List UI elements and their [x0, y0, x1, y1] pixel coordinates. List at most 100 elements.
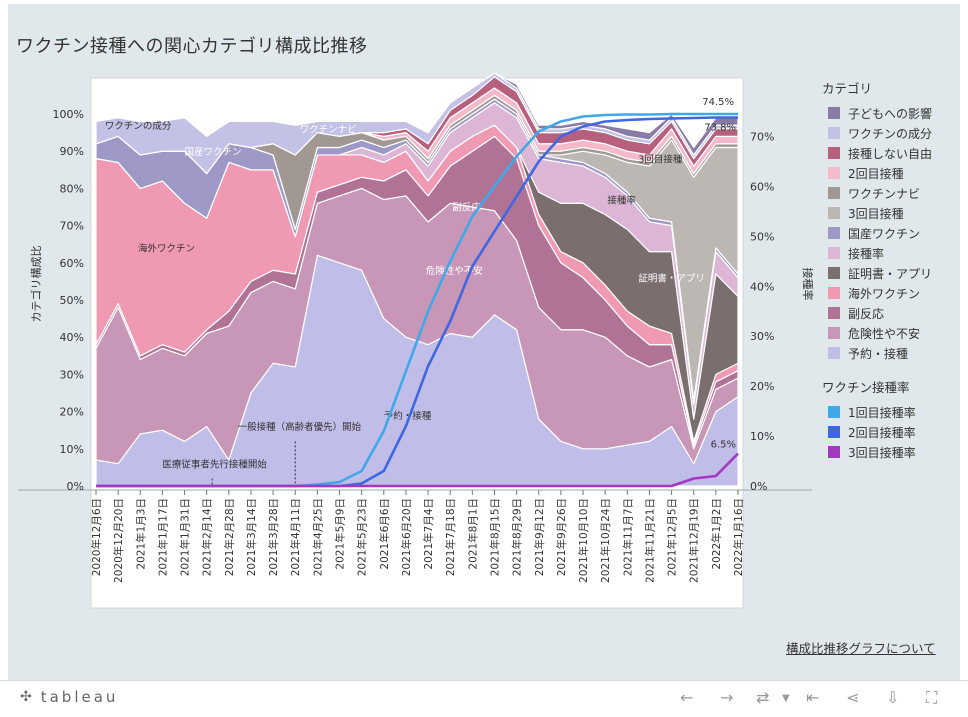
legend-swatch	[828, 107, 840, 119]
legend-item-接種率[interactable]: 接種率	[822, 243, 962, 263]
stacked-area-chart[interactable]: ワクチンの成分国産ワクチンワクチンナビ海外ワクチン副反応危険性や不安接種率3回目…	[0, 0, 968, 680]
legend-item-国産ワクチン[interactable]: 国産ワクチン	[822, 223, 962, 243]
x-tick-label-21: 2021年9月26日	[555, 498, 568, 576]
legend-item-子どもへの影響[interactable]: 子どもへの影響	[822, 103, 962, 123]
annotation-4: 副反応	[452, 202, 481, 214]
legend-item-証明書・アプリ[interactable]: 証明書・アプリ	[822, 263, 962, 283]
legend-swatch	[828, 406, 840, 418]
legend-swatch	[828, 247, 840, 259]
legend-item-予約・接種[interactable]: 予約・接種	[822, 343, 962, 363]
left-tick-0%: 0%	[67, 480, 84, 493]
revert-dropdown-icon[interactable]: ▼	[782, 693, 790, 704]
annotation-5: 危険性や不安	[426, 265, 483, 277]
x-tick-label-15: 2021年7月4日	[422, 498, 435, 570]
right-tick-30%: 30%	[750, 330, 774, 343]
x-tick-label-20: 2021年9月12日	[533, 498, 546, 576]
tableau-logo[interactable]: ✣ tableau	[20, 688, 118, 706]
legend-label: 予約・接種	[848, 346, 909, 361]
legend-swatch	[828, 327, 840, 339]
legend-item-3回目接種[interactable]: 3回目接種	[822, 203, 962, 223]
tableau-toolbar: ✣ tableau ← → ⇄ ▼ ⇤ ⋖ ⇩ ⛶	[0, 680, 968, 717]
x-tick-label-23: 2021年10月24日	[599, 498, 612, 583]
left-axis-title: カテゴリ構成比	[29, 246, 43, 323]
left-tick-90%: 90%	[60, 145, 84, 158]
legend-item-危険性や不安[interactable]: 危険性や不安	[822, 323, 962, 343]
x-tick-label-25: 2021年11月21日	[643, 498, 656, 583]
legend: カテゴリ 子どもへの影響 ワクチンの成分 接種しない自由 2回目接種 ワクチンナビ 3回目…	[822, 78, 962, 462]
legend-swatch	[828, 167, 840, 179]
left-tick-80%: 80%	[60, 182, 84, 195]
x-tick-label-24: 2021年11月7日	[621, 498, 634, 576]
revert-icon[interactable]: ⇄	[756, 688, 770, 707]
right-tick-40%: 40%	[750, 280, 774, 293]
annotation-9: 予約・接種	[384, 410, 432, 422]
left-tick-30%: 30%	[60, 368, 84, 381]
rate2-value-label: 73.8%	[704, 122, 736, 133]
legend-label: 子どもへの影響	[848, 106, 933, 121]
left-tick-20%: 20%	[60, 406, 84, 419]
left-tick-10%: 10%	[60, 443, 84, 456]
x-tick-label-6: 2021年2月28日	[223, 498, 236, 576]
legend-swatch	[828, 426, 840, 438]
legend-label: 1回目接種率	[848, 405, 916, 420]
annotation-8: 証明書・アプリ	[638, 272, 705, 284]
chart-title: ワクチン接種への関心カテゴリ構成比推移	[16, 36, 368, 57]
about-link[interactable]: 構成比推移グラフについて	[786, 641, 936, 656]
download-icon[interactable]: ⇩	[886, 688, 900, 707]
left-tick-50%: 50%	[60, 294, 84, 307]
tableau-plus-icon: ✣	[20, 689, 35, 705]
legend-item-ワクチンナビ[interactable]: ワクチンナビ	[822, 183, 962, 203]
annotation-11: 医療従事者先行接種開始	[162, 458, 267, 470]
right-axis-title: 接種率	[801, 268, 815, 301]
reset-icon[interactable]: ⇤	[806, 688, 820, 707]
tableau-wordmark: tableau	[40, 688, 119, 706]
legend-item-1回目接種率[interactable]: 1回目接種率	[822, 402, 962, 422]
legend-item-2回目接種率[interactable]: 2回目接種率	[822, 422, 962, 442]
x-tick-label-0: 2020年12月6日	[90, 498, 103, 576]
legend-swatch	[828, 207, 840, 219]
x-tick-label-4: 2021年1月31日	[179, 498, 192, 576]
legend-label: 3回目接種	[848, 206, 904, 221]
left-tick-70%: 70%	[60, 220, 84, 233]
x-tick-label-2: 2021年1月3日	[134, 498, 147, 570]
annotation-3: 海外ワクチン	[138, 243, 195, 255]
left-tick-100%: 100%	[53, 108, 84, 121]
legend-item-副反応[interactable]: 副反応	[822, 303, 962, 323]
legend-category-list: 子どもへの影響ワクチンの成分接種しない自由 2回目接種 ワクチンナビ 3回目接種国産ワ…	[822, 103, 962, 363]
share-icon[interactable]: ⋖	[846, 688, 860, 707]
undo-icon[interactable]: ←	[680, 688, 694, 707]
legend-swatch	[828, 147, 840, 159]
rate3-value-label: 6.5%	[711, 440, 736, 451]
x-tick-label-14: 2021年6月20日	[400, 498, 413, 576]
right-tick-50%: 50%	[750, 230, 774, 243]
rate-line-3回目接種率[interactable]	[96, 452, 739, 488]
x-tick-label-16: 2021年7月18日	[444, 498, 457, 576]
legend-swatch	[828, 307, 840, 319]
annotation-2: ワクチンナビ	[300, 125, 357, 136]
legend-label: 3回目接種率	[848, 445, 916, 460]
legend-swatch	[828, 347, 840, 359]
fullscreen-icon[interactable]: ⛶	[926, 688, 938, 707]
area-子どもへの影響[interactable]	[95, 72, 739, 156]
legend-swatch	[828, 267, 840, 279]
legend-label: 接種率	[848, 246, 885, 261]
legend-item-2回目接種[interactable]: 2回目接種	[822, 163, 962, 183]
legend-item-海外ワクチン[interactable]: 海外ワクチン	[822, 283, 962, 303]
legend-item-3回目接種率[interactable]: 3回目接種率	[822, 442, 962, 462]
x-tick-label-8: 2021年3月28日	[267, 498, 280, 576]
legend-item-ワクチンの成分[interactable]: ワクチンの成分	[822, 123, 962, 143]
legend-label: 海外ワクチン	[848, 286, 921, 301]
legend-item-接種しない自由[interactable]: 接種しない自由	[822, 143, 962, 163]
legend-label: 副反応	[848, 306, 885, 321]
legend-swatch	[828, 187, 840, 199]
legend-label: 接種しない自由	[848, 146, 933, 161]
legend-swatch	[828, 446, 840, 458]
x-tick-label-9: 2021年4月11日	[289, 498, 302, 576]
x-tick-label-1: 2020年12月20日	[112, 498, 125, 583]
x-tick-label-13: 2021年6月6日	[378, 498, 391, 570]
x-tick-label-3: 2021年1月17日	[156, 498, 169, 576]
x-tick-label-12: 2021年5月23日	[356, 498, 369, 576]
x-tick-label-27: 2021年12月19日	[688, 498, 701, 583]
x-tick-label-18: 2021年8月15日	[488, 498, 501, 576]
redo-icon[interactable]: →	[720, 688, 734, 707]
